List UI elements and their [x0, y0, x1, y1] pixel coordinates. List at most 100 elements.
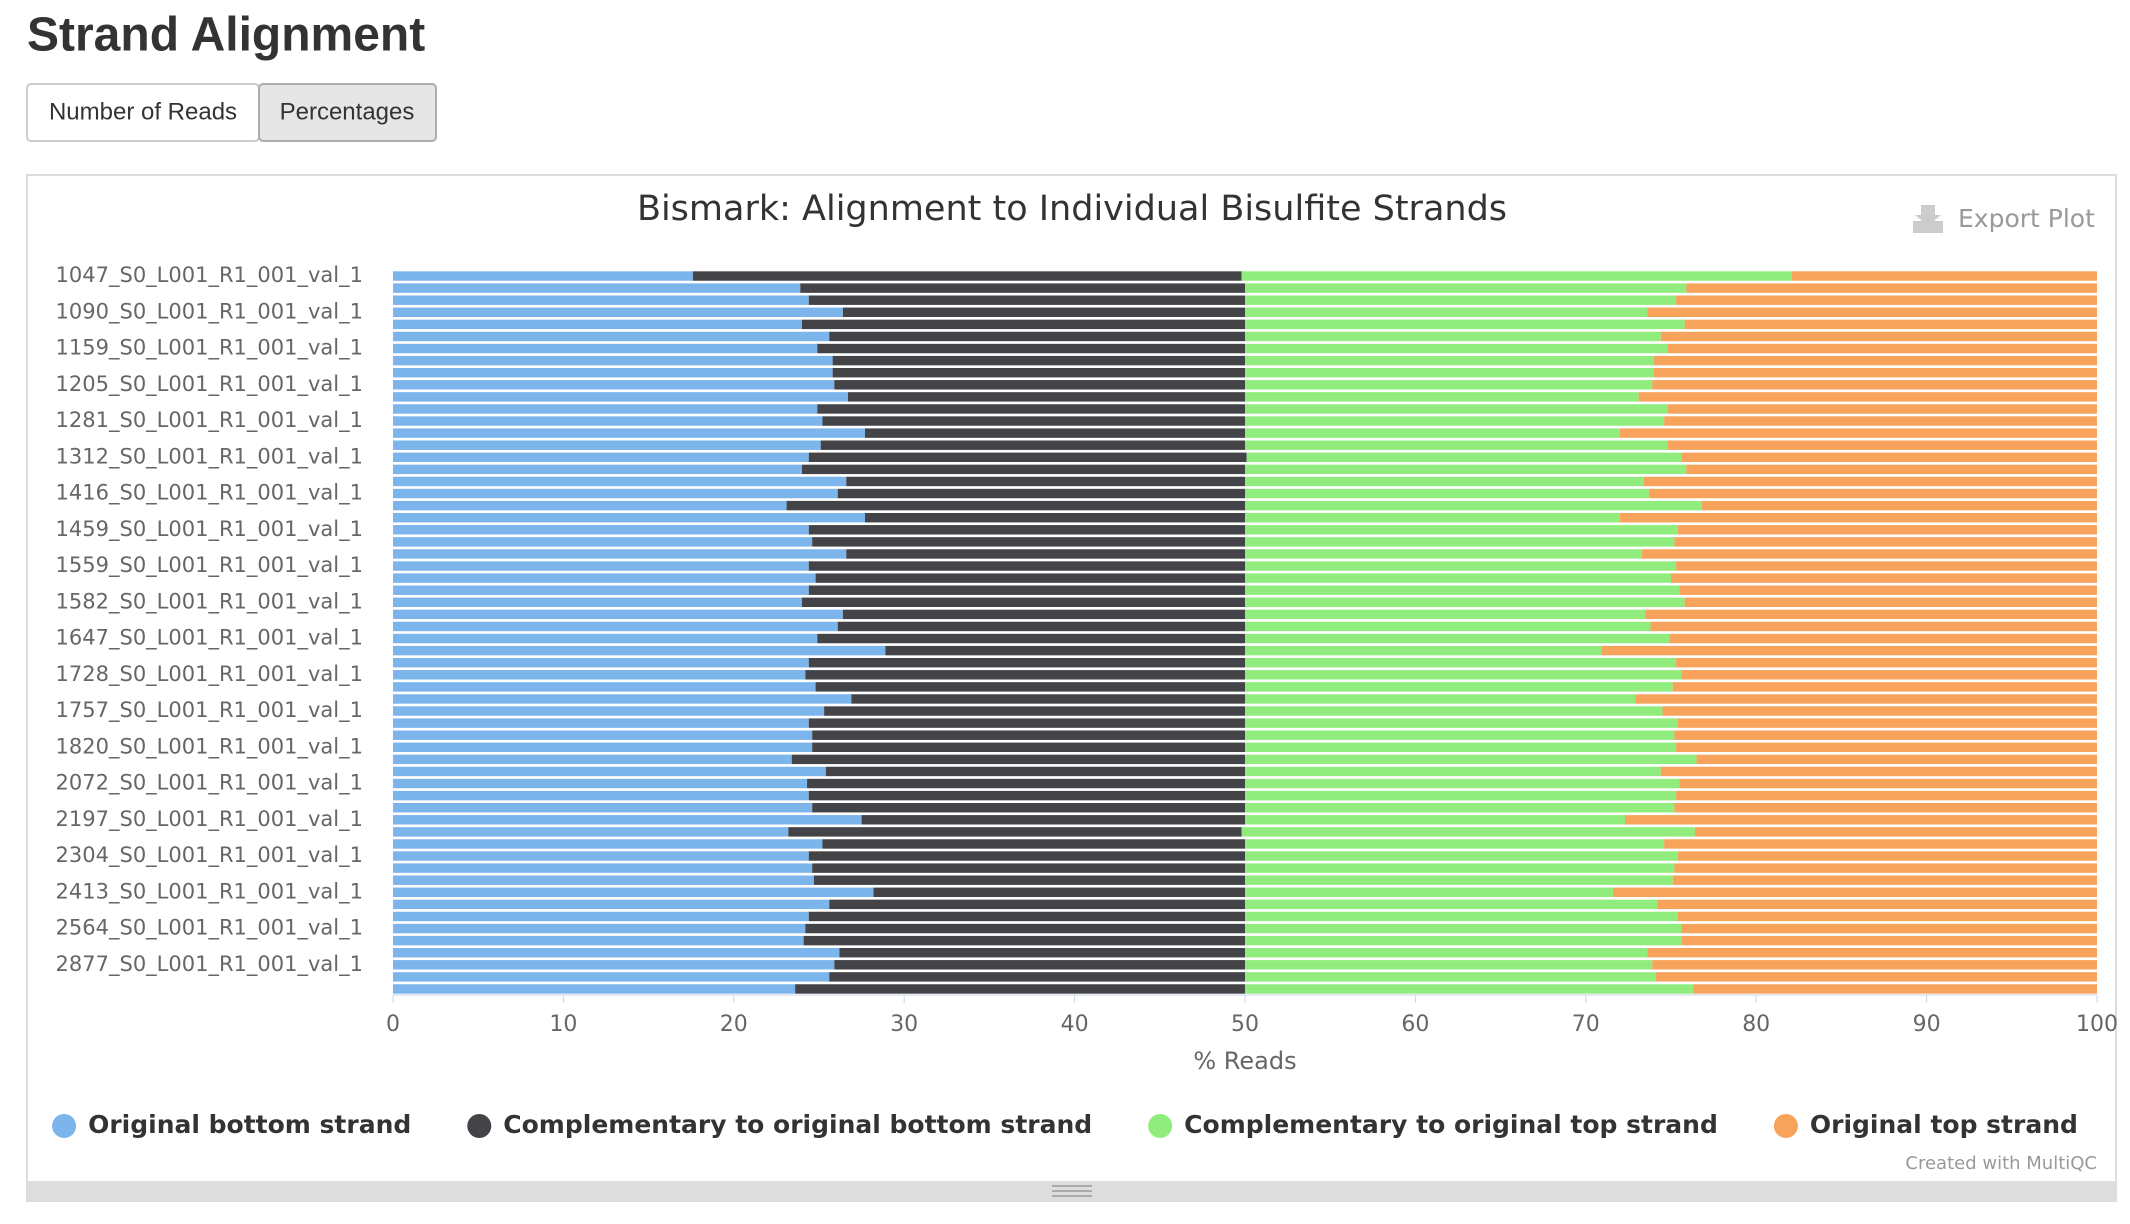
bar-segment — [1245, 549, 1643, 559]
bar-segment — [393, 923, 806, 934]
bar-segment — [1245, 537, 1675, 547]
bar-segment — [1652, 960, 2097, 970]
bar-segment — [865, 428, 1245, 438]
bar-segment — [1676, 561, 2097, 571]
bar-segment — [847, 392, 1245, 402]
bar-segment — [791, 754, 1245, 765]
bar-segment — [1245, 464, 1687, 475]
bar-segment — [1245, 875, 1673, 885]
bar-segment — [393, 778, 808, 789]
bar-segment — [393, 392, 848, 402]
bar-segment — [393, 645, 886, 656]
bar-segment — [1245, 331, 1661, 342]
bar-segment — [829, 899, 1245, 910]
y-tick-label: 1820_S0_L001_R1_001_val_1 — [56, 734, 363, 759]
bar-segment — [795, 984, 1245, 994]
bar-segment — [393, 500, 787, 511]
bar-segment — [1245, 790, 1677, 801]
bar-segment — [808, 851, 1245, 861]
bar-segment — [817, 343, 1245, 354]
bar-segment — [393, 549, 847, 559]
bar-segment — [393, 972, 830, 982]
bar-segment — [393, 766, 826, 777]
bar-segment — [1624, 815, 2097, 825]
bar-segment — [1245, 512, 1620, 523]
bar-segment — [800, 283, 1245, 293]
bar-segment — [1245, 657, 1677, 668]
export-icon[interactable] — [1913, 205, 1943, 233]
bar-segment — [393, 380, 835, 390]
bar-segment — [393, 839, 823, 849]
bar-segment — [1245, 778, 1680, 789]
bar-segment — [1686, 464, 2097, 475]
bar-segment — [805, 923, 1245, 934]
bar-segment — [393, 452, 809, 463]
y-tick-label: 1281_S0_L001_R1_001_val_1 — [56, 408, 363, 433]
credit: Created with MultiQC — [1905, 1153, 2097, 1174]
bar-segment — [1241, 827, 1695, 837]
bar-segment — [839, 947, 1245, 958]
x-tick-label: 60 — [1401, 1012, 1429, 1037]
y-tick-label: 2413_S0_L001_R1_001_val_1 — [56, 879, 363, 904]
bar-segment — [1684, 319, 2097, 330]
y-tick-label: 1647_S0_L001_R1_001_val_1 — [56, 626, 363, 651]
bar-segment — [1684, 597, 2097, 608]
bar-segment — [1694, 827, 2097, 837]
bar-segment — [1246, 452, 1682, 463]
bar-segment — [834, 960, 1245, 970]
bar-segment — [1245, 863, 1675, 873]
button-label[interactable]: Percentages — [280, 98, 415, 125]
bar-segment — [1681, 923, 2097, 934]
legend-marker — [1148, 1114, 1173, 1138]
bar-segment — [807, 778, 1245, 789]
bar-segment — [808, 525, 1245, 535]
bar-segment — [1664, 839, 2097, 849]
bar-segment — [393, 670, 806, 680]
bar-segment — [1245, 404, 1668, 414]
bar-segment — [393, 815, 862, 825]
bar-segment — [393, 887, 874, 898]
bar-segment — [808, 790, 1245, 801]
bar-segment — [393, 875, 814, 885]
bar-segment — [1245, 343, 1668, 354]
bar-segment — [393, 947, 840, 958]
bar-segment — [832, 355, 1245, 366]
bar-segment — [1245, 573, 1671, 583]
bar-segment — [1677, 718, 2097, 728]
bar-segment — [1655, 972, 2097, 982]
x-tick-label: 40 — [1061, 1012, 1089, 1037]
bar-segment — [1669, 633, 2097, 644]
button-label[interactable]: Number of Reads — [49, 98, 237, 125]
bar-segment — [805, 670, 1245, 680]
toggle-percent[interactable]: Percentages — [258, 83, 437, 142]
bar-segment — [801, 597, 1245, 608]
bar-segment — [393, 355, 833, 366]
button-active[interactable] — [258, 83, 437, 142]
legend-marker — [467, 1114, 492, 1138]
bar-segment — [829, 972, 1245, 982]
bar-segment — [393, 295, 809, 305]
toggle-number[interactable]: Number of Reads — [26, 83, 260, 142]
y-tick-label: 1559_S0_L001_R1_001_val_1 — [56, 553, 363, 578]
export-label[interactable]: Export Plot — [1958, 204, 2095, 233]
bar-segment — [1667, 343, 2097, 354]
bar-segment — [822, 416, 1245, 426]
bar-segment — [808, 295, 1245, 305]
x-tick-label: 30 — [890, 1012, 918, 1037]
bar-segment — [393, 754, 792, 765]
bar-segment — [1677, 525, 2097, 535]
export-button[interactable]: Export Plot — [1913, 204, 2095, 233]
bar-segment — [1245, 670, 1682, 680]
x-tick-label: 0 — [386, 1012, 400, 1037]
bar-segment — [393, 694, 852, 704]
bar-segment — [1681, 935, 2097, 946]
bar-segment — [812, 742, 1245, 753]
bar-segment — [817, 633, 1245, 644]
bar-segment — [1245, 815, 1625, 825]
bar-segment — [1652, 380, 2097, 390]
bar-segment — [1245, 428, 1620, 438]
bar-segment — [813, 875, 1245, 885]
bar-segment — [393, 319, 802, 330]
bar-segment — [808, 718, 1245, 728]
